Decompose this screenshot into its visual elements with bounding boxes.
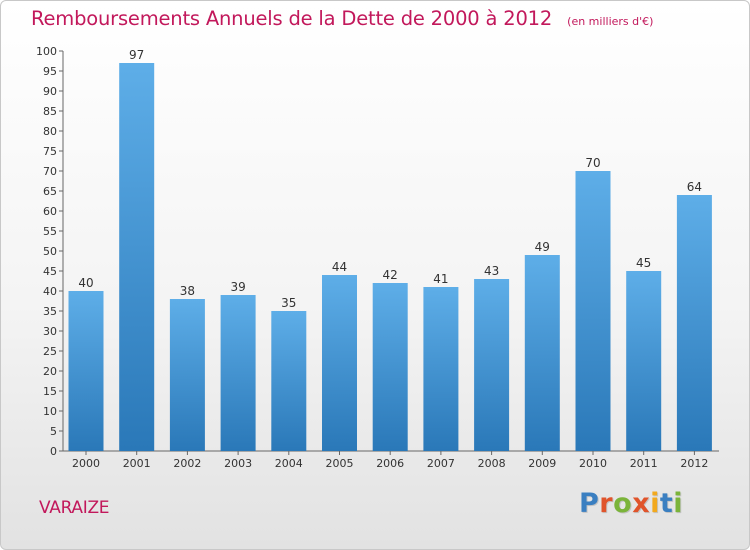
chart-subtitle: (en milliers d'€) [567,15,654,28]
x-tick-label: 2006 [376,457,404,470]
bar-2001 [119,63,155,451]
y-tick-label: 90 [43,85,57,98]
data-label-2010: 70 [585,156,600,170]
bar-2006 [372,283,408,451]
y-tick-label: 20 [43,365,57,378]
bar-2009 [524,255,560,451]
data-label-2004: 35 [281,296,296,310]
y-tick-label: 5 [50,425,57,438]
y-tick-label: 30 [43,325,57,338]
y-tick-label: 65 [43,185,57,198]
bar-2012 [676,195,712,451]
y-tick-label: 25 [43,345,57,358]
y-tick-label: 40 [43,285,57,298]
proxiti-logo: Proxiti [579,488,683,519]
bar-2011 [626,271,662,451]
y-tick-label: 0 [50,445,57,458]
data-label-2005: 44 [332,260,347,274]
data-label-2009: 49 [535,240,550,254]
y-tick-label: 35 [43,305,57,318]
data-label-2008: 43 [484,264,499,278]
x-tick-label: 2004 [275,457,303,470]
x-tick-label: 2002 [173,457,201,470]
logo-letter: P [579,488,600,519]
y-tick-label: 45 [43,265,57,278]
x-tick-label: 2008 [478,457,506,470]
x-tick-label: 2003 [224,457,252,470]
y-tick-label: 50 [43,245,57,258]
y-tick-label: 10 [43,405,57,418]
y-tick-label: 15 [43,385,57,398]
y-tick-label: 100 [36,45,57,58]
x-tick-label: 2005 [326,457,354,470]
y-tick-label: 75 [43,145,57,158]
y-tick-label: 60 [43,205,57,218]
x-tick-label: 2007 [427,457,455,470]
bar-2008 [474,279,510,451]
data-label-2011: 45 [636,256,651,270]
logo-letter: o [613,488,633,519]
logo-letter: r [599,488,614,519]
x-tick-label: 2012 [680,457,708,470]
bar-2007 [423,287,459,451]
bar-2000 [68,291,104,451]
x-tick-label: 2001 [123,457,151,470]
logo-letter: i [650,488,660,519]
bar-2010 [575,171,611,451]
data-label-2002: 38 [180,284,195,298]
data-label-2000: 40 [78,276,93,290]
bars [68,63,712,451]
bar-2003 [220,295,256,451]
logo-letter: t [659,488,674,519]
logo-letter: x [632,488,651,519]
x-tick-label: 2010 [579,457,607,470]
data-label-2007: 41 [433,272,448,286]
bar-2002 [169,299,205,451]
logo-letter: i [673,488,684,519]
y-tick-label: 55 [43,225,57,238]
title-row: Remboursements Annuels de la Dette de 20… [31,7,653,30]
data-label-2003: 39 [230,280,245,294]
x-tick-label: 2011 [630,457,658,470]
bar-2004 [271,311,307,451]
x-tick-label: 2000 [72,457,100,470]
data-label-2001: 97 [129,48,144,62]
bar-2005 [322,275,357,451]
x-tick-label: 2009 [528,457,556,470]
y-tick-label: 80 [43,125,57,138]
data-labels: 40 97 38 39 35 44 42 41 43 49 70 45 64 [78,48,702,310]
y-tick-label: 70 [43,165,57,178]
data-label-2006: 42 [383,268,398,282]
y-tick-label: 85 [43,105,57,118]
y-tick-label: 95 [43,65,57,78]
place-name: VARAIZE [39,498,110,518]
data-label-2012: 64 [687,180,702,194]
chart-title: Remboursements Annuels de la Dette de 20… [31,7,553,30]
